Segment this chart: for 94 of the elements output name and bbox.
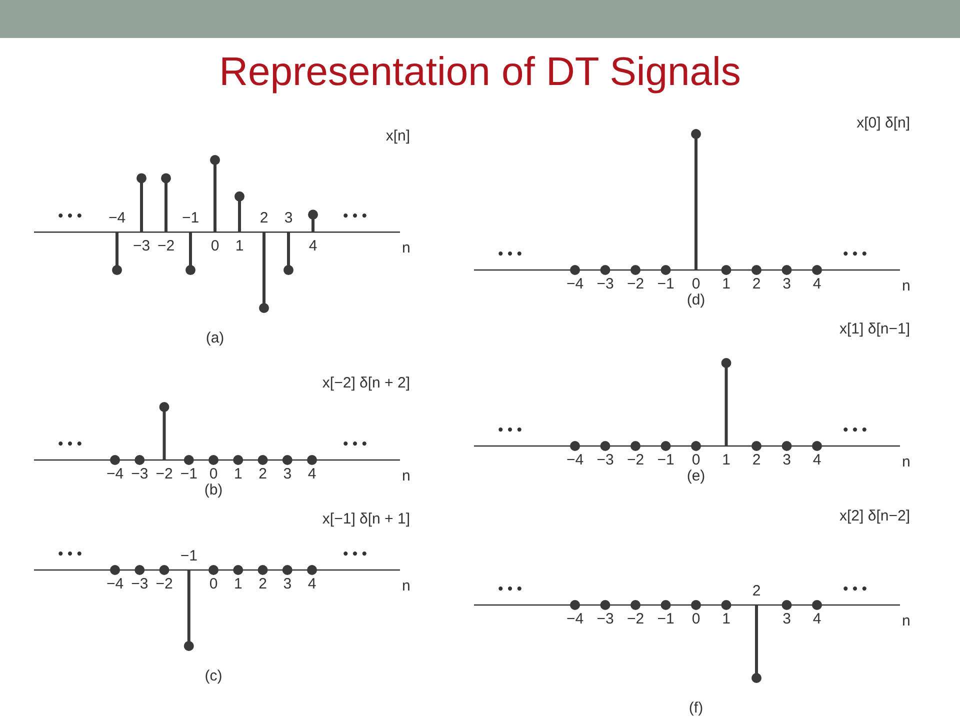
text: (e)	[686, 468, 706, 485]
x-tick-label: 0	[209, 466, 218, 483]
x-tick-label: −2	[157, 238, 175, 255]
x-tick-label: 4	[812, 610, 822, 628]
x-tick-label: 3	[283, 466, 292, 483]
x-tick-label: −3	[596, 452, 614, 469]
x-tick-label: −4	[566, 276, 584, 293]
x-tick-label: 3	[782, 610, 791, 628]
x-tick-label: −4	[108, 210, 126, 227]
y-axis-title: x[−1] δ[n + 1]	[322, 510, 410, 528]
x-tick-label: 0	[209, 576, 218, 593]
x-axis-title: n	[402, 578, 410, 595]
x-tick-label: 3	[283, 576, 292, 593]
x-axis-title: n	[902, 454, 910, 471]
x-tick-label: 4	[308, 238, 318, 255]
y-axis-title: x[1] δ[n−1]	[840, 320, 910, 338]
point	[136, 173, 146, 184]
point	[308, 210, 318, 220]
text: (b)	[204, 482, 223, 499]
text: • • •	[498, 246, 522, 263]
x-tick-label: −2	[626, 276, 644, 293]
point	[186, 265, 196, 276]
x-tick-label: 1	[722, 452, 730, 469]
x-tick-label: −1	[182, 210, 200, 227]
x-tick-label: −2	[626, 452, 644, 469]
x-axis-title: n	[402, 468, 410, 485]
text: • • •	[342, 436, 368, 453]
x-tick-label: −2	[156, 466, 173, 483]
y-axis-title: x[−2] δ[n + 2]	[322, 374, 410, 392]
x-tick-label: −1	[657, 452, 674, 469]
x-tick-label: 4	[812, 276, 822, 293]
text: • • •	[498, 580, 522, 598]
text: • • •	[58, 208, 82, 225]
x-tick-label: −3	[596, 610, 614, 628]
point	[234, 191, 244, 202]
x-tick-label: 1	[234, 466, 242, 483]
x-tick-label: −4	[106, 466, 124, 483]
x-tick-label: 1	[722, 276, 730, 293]
x-tick-label: 4	[308, 466, 316, 483]
point	[161, 173, 171, 184]
text: • • •	[842, 422, 868, 439]
y-axis-title: x[n]	[386, 128, 410, 145]
x-tick-label: 0	[692, 452, 700, 469]
x-axis-title: n	[902, 278, 910, 295]
x-tick-label: 2	[752, 582, 761, 600]
text: • • •	[842, 580, 868, 598]
x-tick-label: 0	[692, 276, 700, 293]
x-tick-label: −1	[657, 276, 674, 293]
x-tick-label: 2	[258, 466, 267, 483]
x-tick-label: 4	[812, 452, 822, 469]
x-tick-label: −2	[156, 576, 173, 593]
x-tick-label: 1	[235, 238, 244, 255]
x-tick-label: −2	[626, 610, 644, 628]
point	[210, 155, 220, 165]
x-axis-title: n	[902, 612, 910, 630]
x-tick-label: 2	[258, 576, 267, 593]
x-tick-label: −1	[180, 548, 198, 565]
text: • • •	[58, 546, 82, 563]
x-tick-label: −3	[132, 238, 150, 255]
text: • • •	[842, 246, 868, 263]
x-tick-label: 2	[752, 452, 761, 469]
x-tick-label: 2	[260, 210, 268, 227]
x-tick-label: −4	[566, 610, 584, 628]
y-axis-title: x[2] δ[n−2]	[840, 508, 910, 525]
x-tick-label: −4	[106, 576, 124, 593]
x-tick-label: 1	[722, 610, 730, 628]
text: • • •	[342, 208, 368, 225]
text: • • •	[342, 546, 368, 563]
x-tick-label: 3	[782, 452, 791, 469]
text: (f)	[688, 700, 704, 717]
point	[112, 265, 122, 276]
text: (a)	[206, 330, 224, 347]
text: • • •	[58, 436, 82, 453]
x-tick-label: 0	[210, 238, 220, 255]
text: • • •	[498, 422, 522, 439]
point	[259, 303, 269, 313]
x-tick-label: 3	[284, 210, 293, 227]
x-tick-label: −1	[180, 466, 198, 483]
text: (c)	[204, 668, 222, 685]
x-tick-label: −4	[566, 452, 584, 469]
x-tick-label: −1	[657, 610, 674, 628]
x-axis-title: n	[402, 240, 410, 257]
x-tick-label: 1	[234, 576, 242, 593]
text: Representation of DT Signals	[218, 50, 742, 95]
x-tick-label: 0	[692, 610, 700, 628]
x-tick-label: 3	[782, 276, 791, 293]
point	[284, 265, 294, 276]
x-tick-label: 2	[752, 276, 761, 293]
x-tick-label: 4	[308, 576, 316, 593]
x-tick-label: −3	[131, 466, 148, 483]
y-axis-title: x[0] δ[n]	[856, 114, 910, 132]
x-tick-label: −3	[131, 576, 148, 593]
x-tick-label: −3	[596, 276, 614, 293]
text: (d)	[686, 292, 706, 309]
